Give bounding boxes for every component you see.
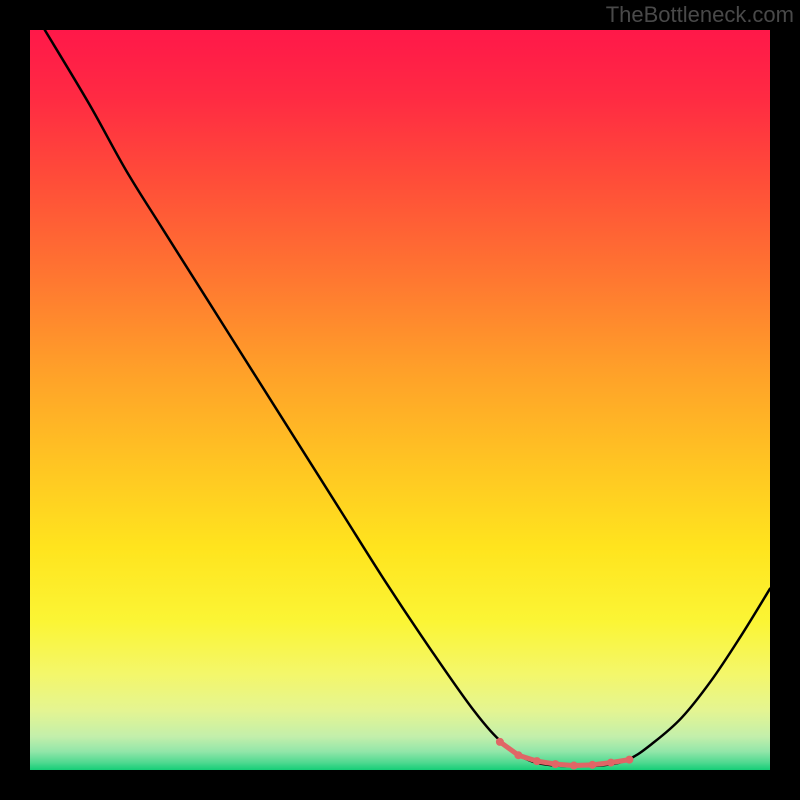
bottom-marker-group (496, 738, 634, 770)
marker-dot (625, 756, 633, 764)
marker-dot (514, 751, 522, 759)
marker-dot (588, 761, 596, 769)
watermark-text: TheBottleneck.com (606, 2, 794, 28)
marker-dot (496, 738, 504, 746)
marker-dot (607, 759, 615, 767)
bottleneck-curve (30, 30, 770, 770)
marker-dot (533, 757, 541, 765)
curve-path (45, 30, 770, 766)
marker-dot (551, 760, 559, 768)
marker-dot (570, 762, 578, 770)
plot-area (30, 30, 770, 770)
